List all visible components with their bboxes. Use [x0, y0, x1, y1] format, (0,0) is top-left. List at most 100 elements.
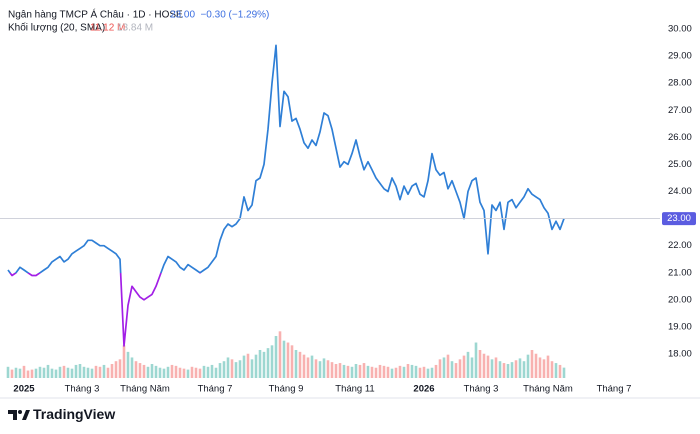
volume-bar — [174, 365, 178, 378]
x-tick-label: 2025 — [13, 384, 35, 395]
volume-bar — [122, 345, 126, 378]
volume-bar — [454, 363, 458, 378]
volume-bar — [258, 350, 262, 378]
volume-bar — [402, 366, 406, 378]
y-tick-label: 18.00 — [668, 349, 692, 360]
y-tick-label: 26.00 — [668, 132, 692, 143]
volume-bar — [486, 355, 490, 378]
volume-bar — [470, 357, 474, 378]
volume-bar — [418, 367, 422, 378]
x-tick-label: Tháng Năm — [523, 384, 573, 395]
volume-bar — [226, 357, 230, 378]
volume-bar — [230, 359, 234, 378]
y-tick-label: 27.00 — [668, 105, 692, 116]
volume-bar — [18, 368, 22, 378]
volume-bar — [262, 351, 266, 378]
volume-bar — [386, 366, 390, 378]
volume-bar — [110, 364, 114, 378]
volume-bar — [282, 340, 286, 378]
volume-bar — [334, 364, 338, 378]
y-tick-label: 22.00 — [668, 240, 692, 251]
volume-bar — [442, 357, 446, 378]
y-tick-label: 24.00 — [668, 186, 692, 197]
volume-bar — [118, 359, 122, 378]
volume-bar — [462, 355, 466, 378]
volume-bar — [366, 365, 370, 378]
volume-bar — [466, 351, 470, 378]
volume-bar — [322, 358, 326, 378]
volume-bar — [270, 345, 274, 378]
volume-bar — [266, 348, 270, 378]
y-tick-label: 30.00 — [668, 24, 692, 35]
x-tick-label: Tháng Năm — [120, 384, 170, 395]
volume-bar — [446, 354, 450, 378]
volume-bar — [502, 363, 506, 378]
volume-bar — [274, 336, 278, 378]
volume-bar — [134, 361, 138, 378]
volume-bar — [138, 363, 142, 378]
volume-bar — [314, 359, 318, 378]
price-line — [7, 44, 565, 347]
volume-bar — [450, 361, 454, 378]
volume-bar — [438, 359, 442, 378]
volume-bar — [162, 368, 166, 378]
volume-bar — [86, 367, 90, 378]
volume-bar — [154, 365, 158, 378]
volume-bar — [210, 364, 214, 378]
volume-bar — [306, 357, 310, 378]
last-price-box — [662, 212, 696, 226]
volume-bar — [238, 360, 242, 378]
volume-bar — [406, 364, 410, 378]
volume-bar — [114, 361, 118, 378]
volume-bar — [106, 367, 110, 378]
volume-bar — [90, 368, 94, 378]
volume-bar — [318, 361, 322, 378]
last-price: 23.00 — [170, 10, 195, 21]
volume-label: Khối lượng (20, SMA) — [8, 22, 105, 34]
volume-bar — [54, 369, 58, 378]
volume-bar — [26, 370, 30, 378]
volume-bar — [166, 366, 170, 378]
volume-bar — [182, 368, 186, 378]
volume-bar — [30, 369, 34, 378]
volume-bar — [474, 342, 478, 378]
volume-bar — [346, 365, 350, 378]
volume-bar — [46, 364, 50, 378]
price-change: −0.30 (−1.29%) — [200, 10, 269, 21]
volume-bar — [150, 364, 154, 378]
volume-bar — [434, 364, 438, 378]
volume-bar — [350, 366, 354, 378]
plot-layer — [0, 44, 660, 347]
x-tick-label: Tháng 7 — [597, 384, 632, 395]
volume-layer — [6, 331, 566, 378]
volume-bar — [22, 365, 26, 378]
symbol-name: Ngân hàng TMCP Á Châu · 1D · HOSE — [8, 8, 183, 21]
volume-bar — [290, 345, 294, 378]
volume-bar — [514, 360, 518, 378]
volume-bar — [202, 365, 206, 378]
volume-bar — [62, 365, 66, 378]
x-tick-label: Tháng 11 — [335, 384, 374, 395]
volume-bar — [494, 357, 498, 378]
volume-bar — [530, 350, 534, 378]
volume-bar — [294, 350, 298, 378]
volume-bar — [358, 364, 362, 378]
volume-bar — [242, 355, 246, 378]
volume-bar — [278, 331, 282, 378]
volume-bar — [250, 359, 254, 378]
volume-bar — [246, 353, 250, 378]
volume-bar — [206, 366, 210, 378]
volume-bar — [74, 364, 78, 378]
volume-bar — [102, 364, 106, 378]
volume-bar — [382, 365, 386, 378]
volume-bar — [302, 354, 306, 378]
volume-bar — [526, 354, 530, 378]
volume-bar — [234, 362, 238, 378]
volume-bar — [510, 362, 514, 378]
volume-bar — [354, 364, 358, 378]
x-tick-label: Tháng 3 — [65, 384, 100, 395]
volume-bar — [518, 358, 522, 378]
volume-bar — [142, 364, 146, 378]
y-tick-label: 21.00 — [668, 267, 692, 278]
volume-bar — [390, 368, 394, 378]
